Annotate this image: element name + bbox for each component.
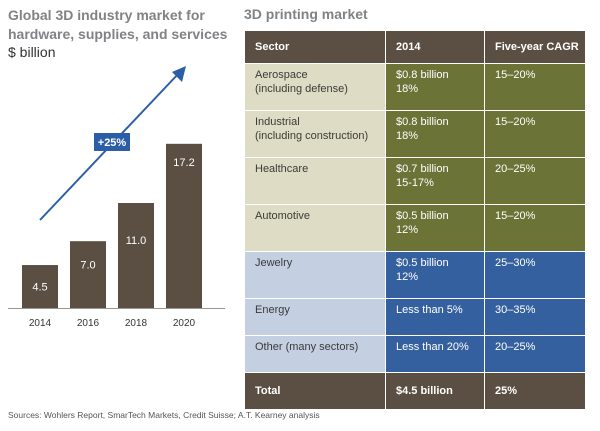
- value-cell-line: 18%: [396, 83, 419, 95]
- x-tick-label: 2018: [125, 318, 148, 329]
- bar-2020: [166, 143, 202, 308]
- sector-cell-line: Industrial: [255, 116, 300, 128]
- cagr-cell: 15–20%: [484, 110, 586, 158]
- table-row: Industrial (including construction) $0.8 b…: [244, 110, 586, 158]
- header-cagr: Five-year CAGR: [484, 30, 586, 64]
- table-row: Automotive $0.5 billion 12% 15–20%: [244, 204, 586, 252]
- cagr-cell: 30–35%: [484, 298, 586, 336]
- total-label: Total: [244, 372, 386, 410]
- value-cell-line: $0.5 billion: [396, 257, 449, 269]
- cagr-cell: 25–30%: [484, 251, 586, 299]
- bar-value-label: 7.0: [80, 260, 95, 272]
- sector-cell-line: Jewelry: [255, 257, 293, 269]
- x-tick-label: 2016: [77, 318, 100, 329]
- cagr-cell-line: 20–25%: [495, 163, 536, 175]
- bar-2018: [118, 203, 154, 308]
- bar-value-label: 17.2: [173, 157, 194, 169]
- table-row: Healthcare $0.7 billion 15-17% 20–25%: [244, 157, 586, 205]
- cagr-badge: [94, 133, 130, 151]
- value-cell: $0.7 billion 15-17%: [385, 157, 485, 205]
- sector-cell-line: Automotive: [255, 210, 311, 222]
- sector-cell: Energy: [244, 298, 386, 336]
- value-cell-line: $0.8 billion: [396, 69, 449, 81]
- sector-cell: Jewelry: [244, 251, 386, 299]
- sector-cell: Automotive: [244, 204, 386, 252]
- value-cell: $0.8 billion 18%: [385, 63, 485, 111]
- total-value: $4.5 billion: [385, 372, 485, 410]
- x-tick-label: 2014: [29, 318, 52, 329]
- market-table: Sector 2014 Five-year CAGR Aerospace (inc…: [244, 30, 586, 410]
- value-cell-line: $0.7 billion: [396, 163, 449, 175]
- sector-cell-line: Other (many sectors): [255, 341, 359, 353]
- chart-title: Global 3D industry market for hardware, …: [8, 7, 228, 42]
- cagr-cell-line: 30–35%: [495, 304, 536, 316]
- value-cell-line: Less than 20%: [396, 341, 469, 353]
- bar-2014: [22, 265, 58, 308]
- cagr-cell-line: 15–20%: [495, 210, 536, 222]
- header-sector: Sector: [244, 30, 386, 64]
- cagr-cell-line: 25–30%: [495, 257, 536, 269]
- cagr-cell-line: 20–25%: [495, 341, 536, 353]
- value-cell-line: Less than 5%: [396, 304, 463, 316]
- table-title: 3D printing market: [244, 6, 368, 22]
- sector-cell-line: (including construction): [255, 130, 369, 142]
- bar-value-label: 11.0: [126, 235, 147, 247]
- sector-cell: Healthcare: [244, 157, 386, 205]
- value-cell: Less than 5%: [385, 298, 485, 336]
- bar-value-label: 4.5: [32, 282, 47, 294]
- sector-cell-line: Aerospace: [255, 69, 308, 81]
- header-2014: 2014: [385, 30, 485, 64]
- value-cell-line: 15-17%: [396, 177, 434, 189]
- table-row: Energy Less than 5% 30–35%: [244, 298, 586, 336]
- bar-chart: 4.5 2014 7.0 2016 11.0 2018 17.2 2020 +25%: [8, 66, 225, 329]
- cagr-cell: 15–20%: [484, 63, 586, 111]
- total-cagr: 25%: [484, 372, 586, 410]
- cagr-cell: 15–20%: [484, 204, 586, 252]
- value-cell-line: $0.5 billion: [396, 210, 449, 222]
- table-row: Aerospace (including defense) $0.8 billion…: [244, 63, 586, 111]
- cagr-cell-line: 15–20%: [495, 69, 536, 81]
- sector-cell: Aerospace (including defense): [244, 63, 386, 111]
- sources-note: Sources: Wohlers Report, SmarTech Market…: [8, 410, 320, 420]
- value-cell: Less than 20%: [385, 335, 485, 373]
- value-cell-line: $0.8 billion: [396, 116, 449, 128]
- value-cell: $0.8 billion 18%: [385, 110, 485, 158]
- sector-cell-line: Energy: [255, 304, 290, 316]
- sector-cell: Industrial (including construction): [244, 110, 386, 158]
- table-row: Other (many sectors) Less than 20% 20–25%: [244, 335, 586, 373]
- x-tick-label: 2020: [173, 318, 196, 329]
- sector-cell-line: (including defense): [255, 83, 348, 95]
- cagr-cell-line: 15–20%: [495, 116, 536, 128]
- value-cell: $0.5 billion 12%: [385, 251, 485, 299]
- growth-arrow-head: [172, 66, 186, 82]
- value-cell-line: 18%: [396, 130, 419, 142]
- value-cell: $0.5 billion 12%: [385, 204, 485, 252]
- sector-cell: Other (many sectors): [244, 335, 386, 373]
- table-row: Jewelry $0.5 billion 12% 25–30%: [244, 251, 586, 299]
- bar-2016: [70, 241, 106, 308]
- chart-unit: $ billion: [8, 44, 56, 60]
- value-cell-line: 12%: [396, 271, 419, 283]
- table-header-row: Sector 2014 Five-year CAGR: [244, 30, 586, 64]
- cagr-badge-label: +25%: [98, 137, 127, 149]
- value-cell-line: 12%: [396, 224, 419, 236]
- cagr-cell: 20–25%: [484, 157, 586, 205]
- total-row: Total $4.5 billion 25%: [244, 372, 586, 410]
- cagr-cell: 20–25%: [484, 335, 586, 373]
- sector-cell-line: Healthcare: [255, 163, 309, 175]
